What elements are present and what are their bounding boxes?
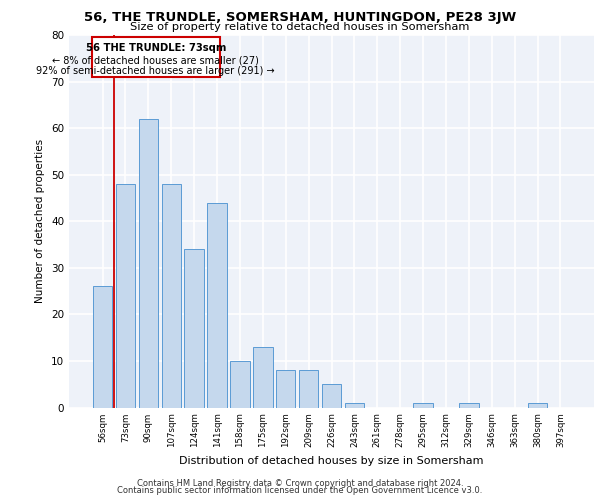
Text: 92% of semi-detached houses are larger (291) →: 92% of semi-detached houses are larger (… bbox=[37, 66, 275, 76]
Bar bbox=[116, 184, 135, 408]
Text: Contains HM Land Registry data © Crown copyright and database right 2024.: Contains HM Land Registry data © Crown c… bbox=[137, 478, 463, 488]
Bar bbox=[459, 403, 479, 407]
Bar bbox=[230, 361, 250, 408]
Bar bbox=[276, 370, 295, 408]
Bar bbox=[184, 249, 204, 408]
Bar bbox=[528, 403, 547, 407]
Bar bbox=[139, 119, 158, 408]
X-axis label: Distribution of detached houses by size in Somersham: Distribution of detached houses by size … bbox=[179, 456, 484, 466]
Text: 56, THE TRUNDLE, SOMERSHAM, HUNTINGDON, PE28 3JW: 56, THE TRUNDLE, SOMERSHAM, HUNTINGDON, … bbox=[84, 11, 516, 24]
Y-axis label: Number of detached properties: Number of detached properties bbox=[35, 139, 46, 304]
Text: 56 THE TRUNDLE: 73sqm: 56 THE TRUNDLE: 73sqm bbox=[86, 44, 226, 54]
Bar bbox=[344, 403, 364, 407]
Text: ← 8% of detached houses are smaller (27): ← 8% of detached houses are smaller (27) bbox=[52, 56, 259, 66]
Bar bbox=[161, 184, 181, 408]
Text: Size of property relative to detached houses in Somersham: Size of property relative to detached ho… bbox=[130, 22, 470, 32]
Bar bbox=[322, 384, 341, 407]
Bar bbox=[253, 347, 272, 408]
Bar bbox=[208, 202, 227, 408]
Bar bbox=[413, 403, 433, 407]
Text: Contains public sector information licensed under the Open Government Licence v3: Contains public sector information licen… bbox=[118, 486, 482, 495]
Bar bbox=[299, 370, 319, 408]
FancyBboxPatch shape bbox=[92, 38, 220, 77]
Bar bbox=[93, 286, 112, 408]
